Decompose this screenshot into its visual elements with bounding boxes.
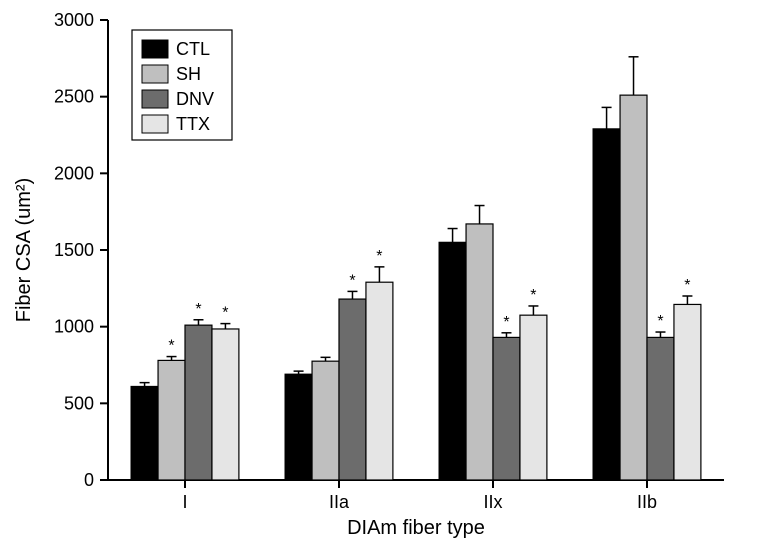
y-tick-label: 1500 [54, 240, 94, 260]
bar-IIa-DNV [339, 299, 366, 480]
legend-label-DNV: DNV [176, 89, 214, 109]
significance-marker: * [376, 248, 382, 265]
significance-marker: * [530, 287, 536, 304]
bar-IIb-TTX [674, 304, 701, 480]
legend-swatch-SH [142, 65, 168, 83]
legend-swatch-CTL [142, 40, 168, 58]
significance-marker: * [684, 277, 690, 294]
bar-IIx-CTL [439, 242, 466, 480]
bar-I-SH [158, 360, 185, 480]
bar-IIb-SH [620, 95, 647, 480]
y-axis-label: Fiber CSA (um²) [13, 178, 35, 322]
y-tick-label: 0 [84, 470, 94, 490]
bar-IIa-SH [312, 361, 339, 480]
bar-IIb-CTL [593, 129, 620, 480]
bar-IIa-CTL [285, 374, 312, 480]
significance-marker: * [349, 272, 355, 289]
significance-marker: * [195, 301, 201, 318]
bar-IIx-SH [466, 224, 493, 480]
chart-svg: 0 500 1000 1500 2000 2500 3000 Fiber CSA (um²) *… [0, 0, 764, 550]
x-tick-label: IIa [329, 492, 350, 512]
legend-label-TTX: TTX [176, 114, 210, 134]
bar-IIb-DNV [647, 337, 674, 480]
fiber-csa-bar-chart: 0 500 1000 1500 2000 2500 3000 Fiber CSA (um²) *… [0, 0, 764, 550]
y-tick-label: 2500 [54, 87, 94, 107]
y-tick-label: 2000 [54, 163, 94, 183]
significance-marker: * [503, 314, 509, 331]
significance-marker: * [222, 305, 228, 322]
x-tick-label: I [182, 492, 187, 512]
y-tick-label: 3000 [54, 10, 94, 30]
y-tick-label: 500 [64, 393, 94, 413]
y-tick-label: 1000 [54, 317, 94, 337]
x-axis-label: DIAm fiber type [347, 517, 485, 539]
significance-marker: * [168, 338, 174, 355]
legend-swatch-TTX [142, 115, 168, 133]
significance-marker: * [657, 313, 663, 330]
bar-IIa-TTX [366, 282, 393, 480]
legend-label-SH: SH [176, 64, 201, 84]
bar-I-TTX [212, 329, 239, 480]
x-tick-label: IIb [637, 492, 657, 512]
legend-label-CTL: CTL [176, 39, 210, 59]
bar-IIx-DNV [493, 337, 520, 480]
bar-I-CTL [131, 386, 158, 480]
legend-swatch-DNV [142, 90, 168, 108]
bar-IIx-TTX [520, 315, 547, 480]
x-tick-label: IIx [483, 492, 502, 512]
bar-I-DNV [185, 325, 212, 480]
